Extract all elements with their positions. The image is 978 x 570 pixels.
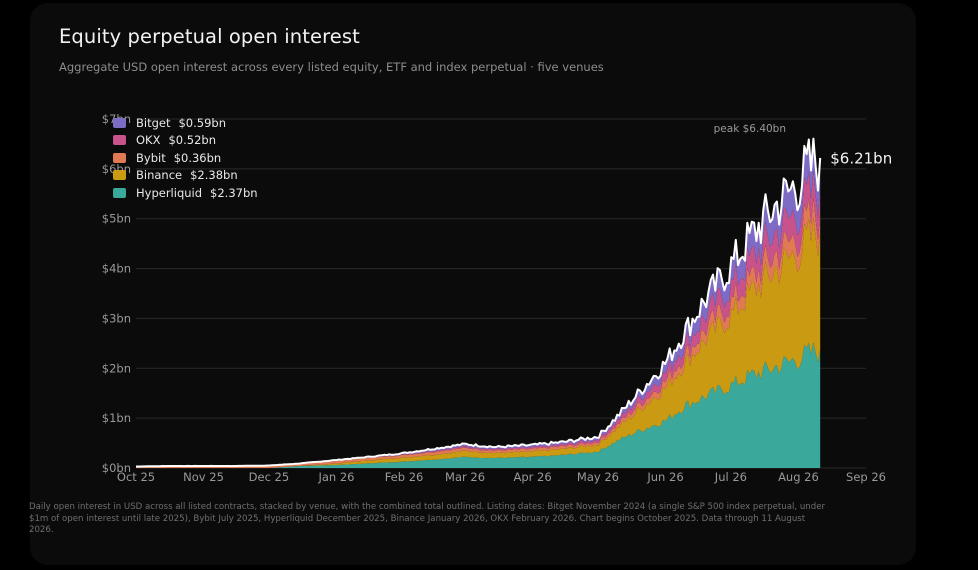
legend-label: OKX	[136, 133, 161, 148]
chart-title: Equity perpetual open interest	[59, 25, 360, 48]
legend-swatch	[113, 135, 126, 146]
y-tick-label: $3bn	[102, 311, 131, 325]
x-tick-label: Mar 26	[445, 470, 485, 484]
legend-swatch	[113, 117, 126, 128]
legend-label: Bybit	[136, 150, 166, 165]
area-series-okx	[136, 170, 821, 467]
x-tick-label: Apr 26	[514, 470, 552, 484]
legend-value: $0.36bn	[173, 150, 222, 165]
y-tick-label: $5bn	[102, 212, 131, 226]
x-tick-label: Aug 26	[778, 470, 819, 484]
legend-label: Binance	[136, 168, 183, 183]
y-tick-label: $0bn	[102, 461, 131, 475]
area-series-hyperliquid	[136, 342, 821, 468]
legend-item-bitget: Bitget $0.59bn	[113, 114, 258, 132]
area-series-binance	[136, 217, 821, 468]
legend-item-hyperliquid: Hyperliquid $2.37bn	[113, 184, 258, 202]
legend-swatch	[113, 152, 126, 163]
legend-value: $2.37bn	[210, 185, 258, 200]
legend-item-bybit: Bybit $0.36bn	[113, 149, 258, 167]
chart-subtitle: Aggregate USD open interest across every…	[59, 60, 604, 74]
chart-footnote: Daily open interest in USD across all li…	[29, 502, 826, 535]
peak-annotation: peak $6.40bn	[714, 123, 786, 135]
x-tick-label: Jul 26	[714, 470, 747, 484]
x-tick-label: Feb 26	[385, 470, 424, 484]
x-tick-label: Jan 26	[317, 470, 354, 484]
legend-value: $0.52bn	[168, 133, 216, 148]
y-tick-label: $1bn	[102, 411, 131, 425]
total-line	[136, 137, 822, 468]
legend-value: $2.38bn	[190, 168, 238, 183]
x-tick-label: May 26	[577, 470, 619, 484]
x-tick-label: Oct 25	[117, 470, 155, 484]
y-tick-label: $2bn	[102, 361, 131, 375]
x-tick-label: Sep 26	[846, 470, 886, 484]
total-value-label: $6.21bn	[830, 149, 892, 167]
x-tick-label: Nov 25	[183, 470, 224, 484]
chart-legend: Bitget $0.59bn OKX $0.52bn Bybit $0.36bn Binan…	[113, 114, 258, 202]
legend-label: Hyperliquid	[136, 185, 203, 200]
x-tick-label: Dec 25	[249, 470, 290, 484]
legend-value: $0.59bn	[178, 115, 226, 130]
y-tick-label: $4bn	[102, 262, 131, 276]
legend-item-binance: Binance $2.38bn	[113, 167, 258, 185]
legend-swatch	[113, 187, 126, 198]
legend-swatch	[113, 170, 126, 181]
x-tick-label: Jun 26	[646, 470, 683, 484]
legend-label: Bitget	[136, 115, 171, 130]
legend-item-okx: OKX $0.52bn	[113, 132, 258, 150]
area-series-bybit	[136, 197, 821, 469]
